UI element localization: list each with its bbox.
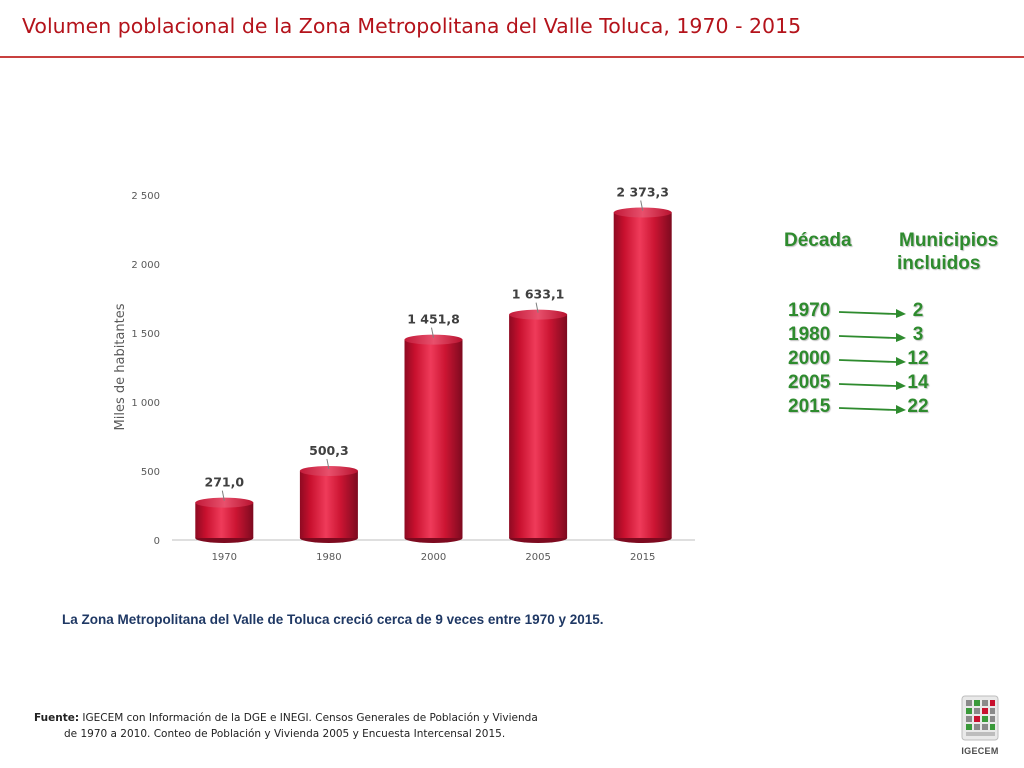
legend-header-municipios: Municipios bbox=[899, 230, 999, 251]
y-tick-label: 500 bbox=[141, 467, 160, 478]
igecem-logo: IGECEM bbox=[956, 694, 1004, 760]
title-divider bbox=[0, 56, 1024, 58]
legend-count: 3 bbox=[912, 324, 924, 345]
data-label-leader bbox=[221, 490, 225, 501]
bar-top bbox=[613, 207, 672, 218]
legend-year: 1980 bbox=[788, 324, 831, 345]
bar-top bbox=[299, 465, 358, 476]
legend-count: 14 bbox=[907, 372, 929, 393]
legend-row: 2015 22 bbox=[788, 396, 958, 420]
source-note: Fuente: IGECEM con Información de la DGE… bbox=[34, 710, 538, 742]
data-label: 1 451,8 bbox=[407, 312, 460, 327]
data-label: 2 373,3 bbox=[616, 184, 669, 199]
arrow-right-icon bbox=[838, 309, 906, 318]
legend-count: 12 bbox=[907, 348, 929, 369]
source-label: Fuente: bbox=[34, 712, 80, 724]
bar-chart: 0 500 1 000 1 500 2 000 2 500 Miles de habitan… bbox=[113, 184, 695, 563]
legend-count: 2 bbox=[912, 300, 924, 321]
data-label-leader bbox=[431, 327, 434, 338]
legend-row: 1980 3 bbox=[788, 324, 958, 348]
data-label-leader bbox=[640, 200, 644, 211]
slide-title: Volumen poblacional de la Zona Metropoli… bbox=[22, 14, 802, 38]
y-tick-label: 0 bbox=[154, 536, 160, 547]
logo-text: IGECEM bbox=[961, 746, 999, 756]
data-label-leader bbox=[326, 458, 330, 470]
data-label: 500,3 bbox=[309, 443, 349, 458]
data-label-leader bbox=[535, 302, 539, 313]
source-line-1: IGECEM con Información de la DGE e INEGI… bbox=[82, 712, 538, 724]
y-tick-label: 2 500 bbox=[131, 191, 160, 202]
legend-header-decade: Década bbox=[784, 230, 852, 251]
source-line-2: de 1970 a 2010. Conteo de Población y Vi… bbox=[64, 728, 506, 740]
bar bbox=[613, 212, 672, 538]
y-tick-label: 1 500 bbox=[131, 329, 160, 340]
arrow-right-icon bbox=[838, 333, 906, 342]
bar bbox=[195, 502, 254, 538]
x-tick-label: 1970 bbox=[212, 552, 237, 563]
x-tick-label: 1980 bbox=[316, 552, 341, 563]
legend-year: 2015 bbox=[788, 396, 831, 417]
bar-top bbox=[404, 334, 463, 345]
bar-top bbox=[509, 309, 568, 320]
data-label: 1 633,1 bbox=[512, 287, 565, 302]
y-axis-title: Miles de habitantes bbox=[113, 303, 128, 430]
legend-row: 2005 14 bbox=[788, 372, 958, 396]
chart-caption: La Zona Metropolitana del Valle de Toluc… bbox=[62, 612, 604, 627]
legend-year: 2000 bbox=[788, 348, 831, 369]
x-tick-label: 2015 bbox=[630, 552, 655, 563]
x-tick-label: 2000 bbox=[421, 552, 446, 563]
y-tick-label: 1 000 bbox=[131, 398, 160, 409]
arrow-right-icon bbox=[838, 381, 906, 390]
legend-row: 1970 2 bbox=[788, 300, 958, 324]
bar-top bbox=[195, 497, 254, 508]
y-tick-label: 2 000 bbox=[131, 260, 160, 271]
data-label: 271,0 bbox=[205, 475, 245, 490]
arrow-right-icon bbox=[838, 405, 906, 414]
legend-count: 22 bbox=[907, 396, 929, 417]
igecem-logo-icon bbox=[961, 695, 999, 741]
bar bbox=[509, 314, 568, 538]
x-tick-label: 2005 bbox=[525, 552, 550, 563]
legend-header-incluidos: incluidos bbox=[897, 253, 981, 274]
arrow-right-icon bbox=[838, 357, 906, 366]
legend-year: 1970 bbox=[788, 300, 831, 321]
legend-row: 2000 12 bbox=[788, 348, 958, 372]
bar bbox=[299, 470, 358, 538]
legend-year: 2005 bbox=[788, 372, 831, 393]
bar bbox=[404, 339, 463, 538]
